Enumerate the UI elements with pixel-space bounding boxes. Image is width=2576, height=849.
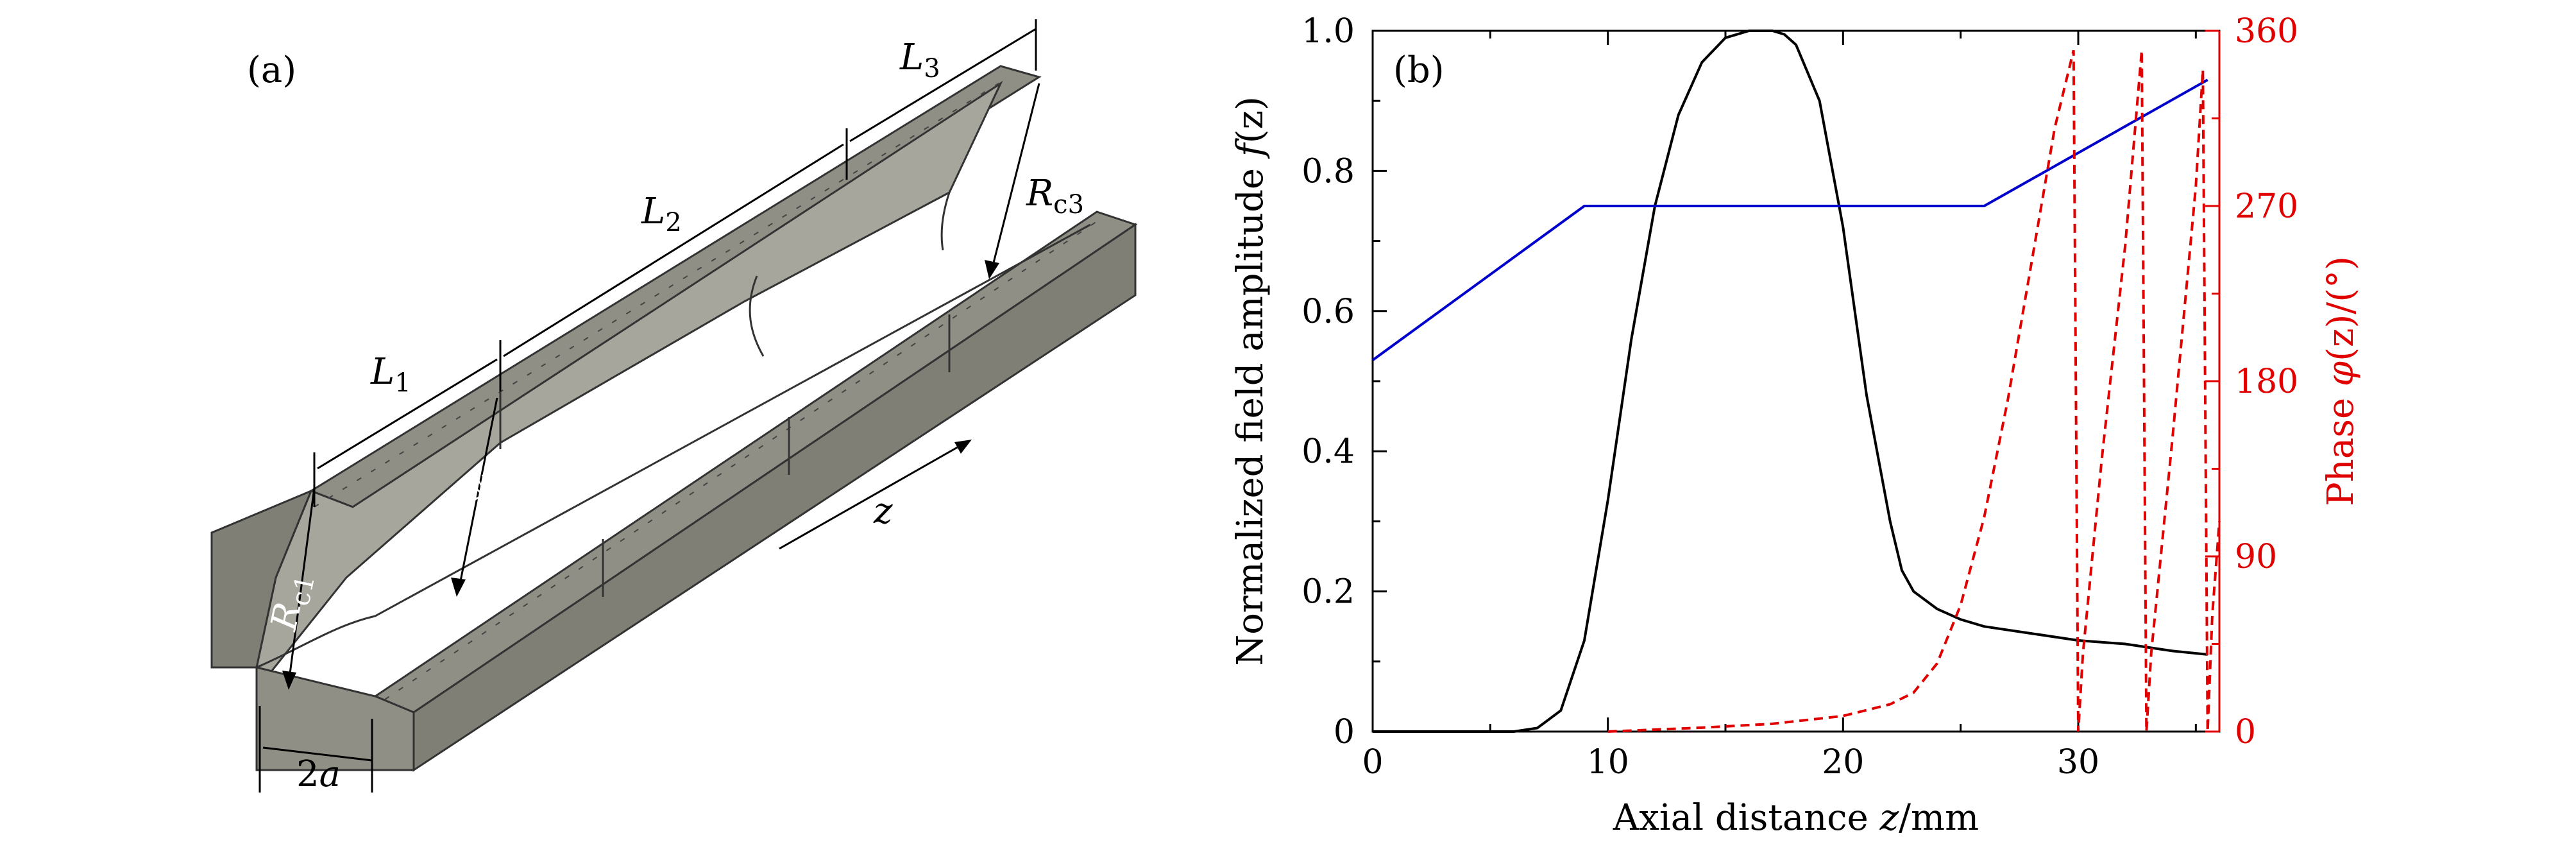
lower-rail-drawing (255, 210, 1138, 772)
series-layer (1371, 30, 2221, 733)
rc1-arrow (287, 487, 316, 684)
label-two-a: 2a (296, 753, 341, 795)
lower-rail-base-curve (256, 223, 1091, 669)
dim-line-L1 (317, 358, 498, 470)
upper-rail-section-line-3 (940, 192, 951, 251)
y2-tick-label: 270 (2235, 187, 2298, 226)
label-L3: L3 (899, 37, 940, 83)
two-a-arrow (262, 746, 373, 762)
x-axis-label: Axial distance z/mm (1613, 797, 1979, 839)
plot-frame (1371, 30, 2221, 733)
y-axis-label: Normalized field amplitude f(z) (1230, 96, 1271, 666)
y2-tick-label: 90 (2235, 538, 2277, 576)
rc3-arrow (990, 83, 1040, 273)
panel-a-label: (a) (247, 49, 296, 91)
y-tick-label: 0.4 (1301, 433, 1355, 471)
rc2-arrow (457, 397, 498, 591)
x-tick-label: 10 (1587, 743, 1629, 782)
dimension-lines (258, 19, 1040, 793)
axis-ticks (1371, 30, 2219, 733)
y-tick-label: 0.6 (1301, 293, 1355, 331)
upper-rail-section-line-2 (749, 275, 765, 357)
upper-rail-outer-side (210, 489, 313, 669)
y2-tick-label: 180 (2235, 363, 2298, 401)
z-arrow (779, 442, 966, 550)
panel-a: (a) (210, 19, 1138, 795)
y-tick-label: 0 (1334, 713, 1355, 751)
label-L2: L2 (641, 191, 682, 237)
x-tick-label: 0 (1362, 743, 1383, 782)
arrowhead-rc2 (451, 578, 466, 597)
x-tick-label: 20 (1822, 743, 1864, 782)
phase-curve (1607, 49, 2221, 733)
label-z-axis: z (873, 490, 893, 532)
upper-rail-hatch (314, 81, 1001, 508)
label-Rc3: Rc3 (1026, 173, 1084, 219)
upper-rail-drawing (210, 65, 1042, 675)
y2-tick-label: 0 (2235, 713, 2256, 751)
y-tick-label: 0.8 (1301, 152, 1355, 191)
radius-profile-line (1371, 78, 2208, 361)
panel-b: (b) 0 10 20 30 0 0.2 0.4 0.6 0.8 1.0 0 9… (1230, 12, 2362, 839)
lower-rail-base (255, 666, 415, 771)
arrowhead-z (954, 440, 972, 454)
arrowhead-rc1 (282, 671, 296, 690)
y-tick-label: 0.2 (1301, 573, 1355, 612)
y-tick-label: 1.0 (1301, 12, 1355, 51)
dimension-arrowheads (282, 260, 999, 690)
arrowhead-rc3 (985, 260, 999, 279)
dim-line-L3 (849, 28, 1037, 142)
lower-rail-side (412, 223, 1137, 772)
panel-b-label: (b) (1393, 49, 1445, 91)
y2-axis-label: Phase φ(z)/(°) (2320, 256, 2362, 506)
amplitude-curve (1373, 30, 2208, 733)
x-tick-label: 30 (2057, 743, 2099, 782)
y2-tick-label: 360 (2235, 12, 2298, 51)
label-L1: L1 (370, 351, 411, 398)
dim-line-L2 (503, 143, 844, 357)
